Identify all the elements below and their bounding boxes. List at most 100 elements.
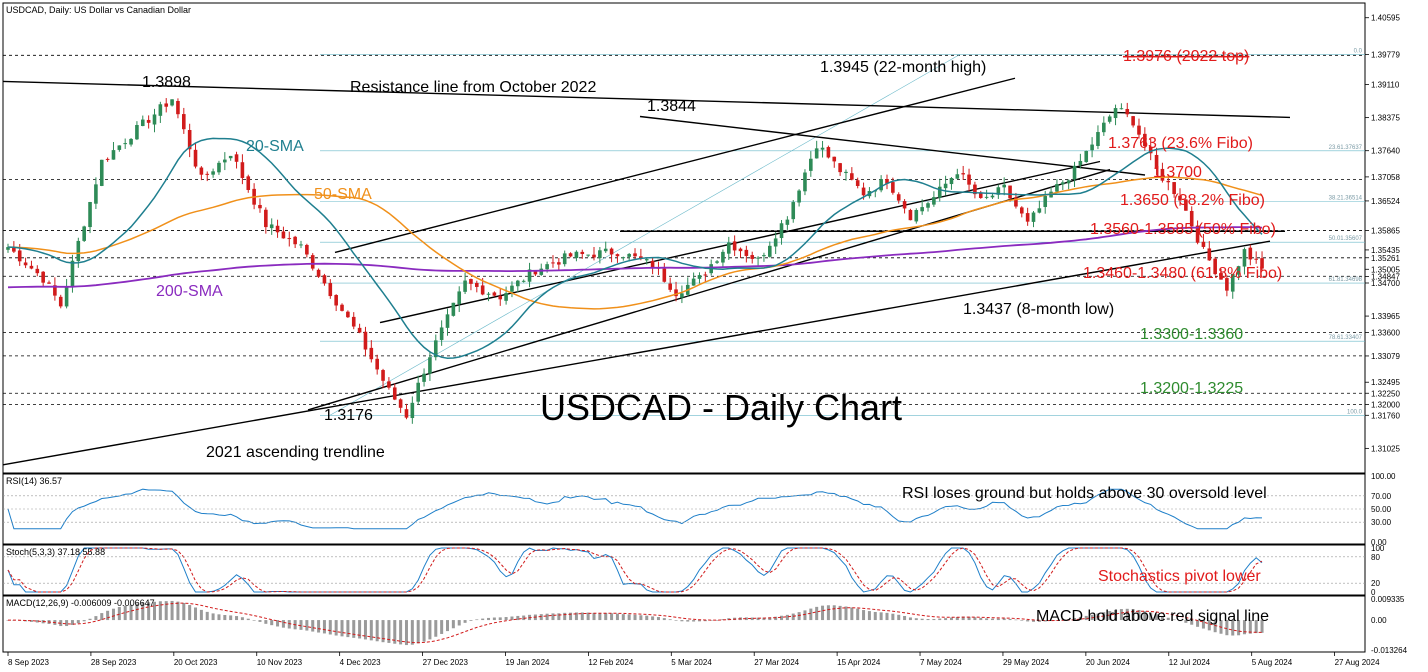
candle-body <box>603 248 608 252</box>
macd-bar <box>264 620 268 624</box>
candle-body <box>392 387 397 400</box>
fibo-level-label: 78.61.33407 <box>1329 335 1363 341</box>
candle-body <box>861 187 866 196</box>
macd-bar <box>1242 620 1246 635</box>
macd-bar <box>340 620 344 637</box>
candle-body <box>1189 210 1194 227</box>
macd-bar <box>504 617 508 621</box>
stoch-d-line <box>7 547 1263 593</box>
macd-bar <box>586 612 590 621</box>
rsi-axis-label: 50.00 <box>1371 505 1392 514</box>
candle-body <box>943 183 948 189</box>
candle-body <box>310 255 315 269</box>
candle-body <box>246 176 251 190</box>
candle-body <box>375 358 379 370</box>
candle-body <box>82 226 86 241</box>
rsi-axis-label: 0.00 <box>1371 538 1387 547</box>
candle-body <box>439 327 444 340</box>
macd-bar <box>235 616 239 621</box>
candle-body <box>662 268 667 282</box>
macd-bar <box>387 620 391 643</box>
macd-bar <box>176 601 180 621</box>
candle-body <box>164 103 169 107</box>
candle-body <box>504 293 508 301</box>
candle-body <box>644 259 649 261</box>
macd-axis-label: 0.00 <box>1371 616 1387 625</box>
candle-body <box>12 247 16 252</box>
candle-body <box>404 409 409 418</box>
candle-body <box>1025 213 1030 222</box>
candle-body <box>428 357 432 374</box>
price-axis-label: 1.32000 <box>1371 401 1400 410</box>
candle-body <box>598 250 602 259</box>
candle-body <box>17 250 22 262</box>
candle-body <box>539 268 544 275</box>
macd-bar <box>1002 618 1006 621</box>
candle-body <box>855 180 860 186</box>
price-axis-label: 1.31760 <box>1371 411 1400 420</box>
label-low-2: 1.3437 (8-month low) <box>963 301 1114 318</box>
macd-bar <box>610 613 614 621</box>
macd-bar <box>1166 617 1170 621</box>
candle-body <box>990 195 995 198</box>
macd-bar <box>164 601 168 621</box>
macd-panel <box>2 595 1366 653</box>
candle-body <box>574 251 579 259</box>
stoch-axis-label: 20 <box>1371 579 1380 588</box>
macd-bar <box>697 620 701 622</box>
label-trendline-2021: 2021 ascending trendline <box>206 444 385 461</box>
candle-body <box>937 186 942 198</box>
macd-bar <box>1254 620 1258 634</box>
macd-bar <box>1149 612 1153 621</box>
candle-body <box>140 119 145 127</box>
sma20-line <box>7 137 1263 359</box>
macd-bar <box>791 613 795 621</box>
candle-body <box>1242 249 1247 267</box>
sma50-line <box>7 176 1263 310</box>
label-level-fibo-236: 1.3763 (23.6% Fibo) <box>1108 135 1253 152</box>
macd-bar <box>334 620 338 636</box>
candle-body <box>422 373 426 382</box>
candle-body <box>803 172 807 192</box>
macd-bar <box>938 618 942 621</box>
macd-bar <box>780 615 784 621</box>
candle-body <box>269 224 274 229</box>
macd-bar <box>797 612 801 621</box>
macd-bar <box>1131 609 1135 621</box>
stoch-note: Stochastics pivot lower <box>1098 568 1261 585</box>
candle-body <box>768 245 772 257</box>
candle-body <box>1213 258 1217 275</box>
candle-body <box>1084 150 1089 163</box>
macd-bar <box>428 620 432 640</box>
candle-body <box>621 257 626 259</box>
candle-body <box>53 285 57 296</box>
rsi-axis-label: 70.00 <box>1371 492 1392 501</box>
candle-body <box>615 254 620 257</box>
candle-body <box>510 285 514 292</box>
macd-bar <box>522 615 526 621</box>
macd-bar <box>815 606 819 621</box>
fibo-level-label: 23.61.37637 <box>1329 145 1363 151</box>
candle-body <box>328 283 333 297</box>
macd-bar <box>979 617 983 621</box>
candle-body <box>744 249 749 256</box>
candle-body <box>492 292 497 296</box>
macd-bar <box>328 620 332 635</box>
candle-body <box>785 219 790 225</box>
fibo-level-label: 0.0 <box>1354 48 1363 54</box>
macd-bar <box>838 605 842 621</box>
macd-bar <box>850 607 854 621</box>
macd-bar <box>29 620 33 622</box>
macd-bar <box>903 615 907 621</box>
macd-bar <box>346 620 350 638</box>
candle-body <box>340 304 344 311</box>
macd-bar <box>955 616 959 621</box>
macd-bar <box>821 605 825 621</box>
candle-body <box>363 331 368 350</box>
candle-body <box>152 114 157 125</box>
candle-body <box>240 162 245 178</box>
candle-body <box>521 280 526 282</box>
candle-body <box>967 174 971 185</box>
macd-bar <box>223 615 227 621</box>
candle-body <box>287 238 292 240</box>
